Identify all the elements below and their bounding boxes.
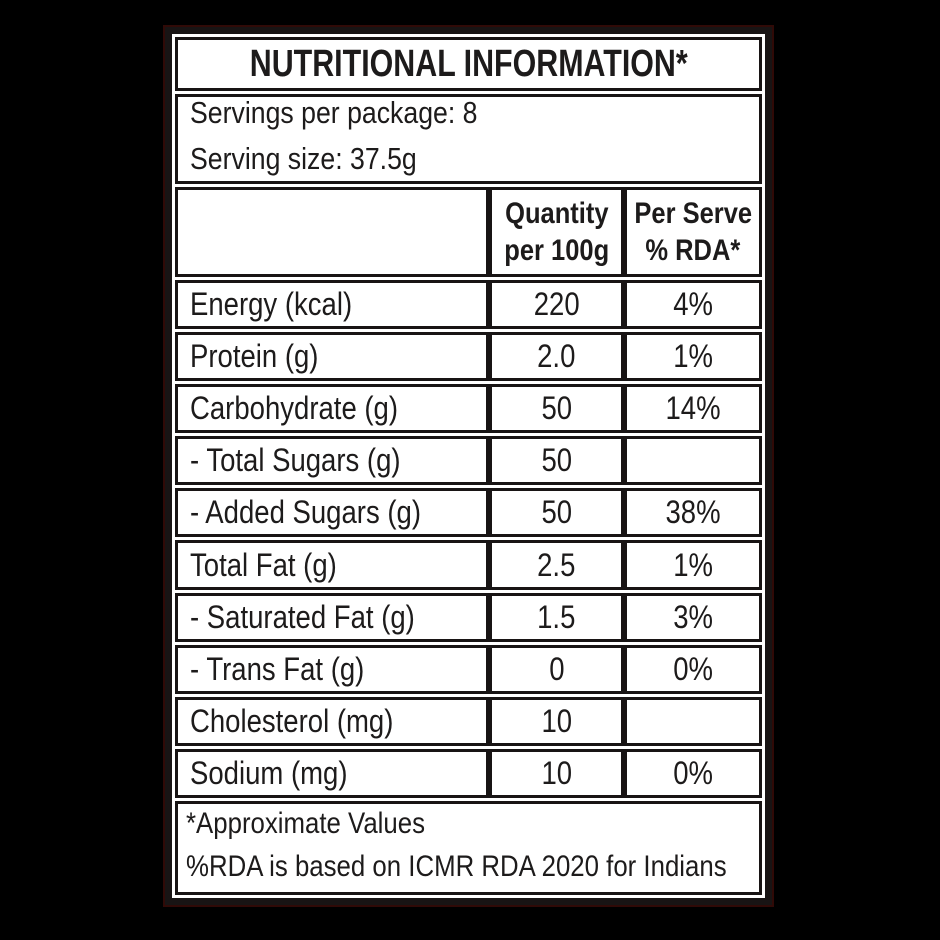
row-label-cell: Energy (kcal) xyxy=(175,280,490,330)
row-quantity-text: 10 xyxy=(541,754,572,791)
table-row-total-sugars: - Total Sugars (g) 50 xyxy=(175,436,762,486)
footnote-rda-basis-text: %RDA is based on ICMR RDA 2020 for India… xyxy=(186,849,727,883)
footnote-approximate-values-text: *Approximate Values xyxy=(186,806,426,840)
row-label-cell: - Added Sugars (g) xyxy=(175,488,490,538)
row-rda-text: 14% xyxy=(665,390,721,427)
row-rda-text: 4% xyxy=(673,286,713,323)
header-quantity-line2: per 100g xyxy=(504,234,609,267)
row-label-cell: Cholesterol (mg) xyxy=(175,696,490,746)
servings-info: Servings per package: 8 Serving size: 37… xyxy=(175,94,762,184)
header-rda-cell: Per Serve % RDA* xyxy=(624,187,762,277)
table-row-energy: Energy (kcal) 220 4% xyxy=(175,280,762,330)
row-quantity-cell: 50 xyxy=(489,488,625,538)
row-label-cell: Carbohydrate (g) xyxy=(175,384,490,434)
row-label-text: - Trans Fat (g) xyxy=(190,650,365,687)
row-quantity-text: 10 xyxy=(541,702,572,739)
row-label-text: Sodium (mg) xyxy=(190,754,348,791)
row-rda-cell: 1% xyxy=(624,540,762,590)
row-quantity-cell: 10 xyxy=(489,696,625,746)
row-rda-cell: 0% xyxy=(624,748,762,798)
table-row-trans-fat: - Trans Fat (g) 0 0% xyxy=(175,644,762,694)
row-rda-text: 38% xyxy=(665,494,721,531)
row-label-text: - Saturated Fat (g) xyxy=(190,598,415,635)
table-title-text: NUTRITIONAL INFORMATION* xyxy=(249,42,688,85)
header-quantity-cell: Quantity per 100g xyxy=(489,187,625,277)
row-rda-text: 0% xyxy=(673,650,713,687)
row-quantity-text: 0 xyxy=(548,650,565,687)
row-rda-cell: 38% xyxy=(624,488,762,538)
row-quantity-text: 2.5 xyxy=(537,546,576,583)
row-quantity-cell: 220 xyxy=(489,280,625,330)
row-rda-text: 1% xyxy=(673,546,713,583)
row-quantity-cell: 10 xyxy=(489,748,625,798)
footnote-approximate-values: *Approximate Values xyxy=(186,805,759,848)
row-rda-cell xyxy=(624,436,762,486)
header-blank-cell xyxy=(175,187,490,277)
footnote-rda-basis: %RDA is based on ICMR RDA 2020 for India… xyxy=(186,848,759,891)
row-label-cell: - Saturated Fat (g) xyxy=(175,592,490,642)
table-row-sodium: Sodium (mg) 10 0% xyxy=(175,748,762,798)
row-label-text: - Added Sugars (g) xyxy=(190,494,421,531)
servings-per-package: Servings per package: 8 xyxy=(190,93,759,139)
row-quantity-cell: 1.5 xyxy=(489,592,625,642)
row-label-text: Carbohydrate (g) xyxy=(190,390,399,427)
table-title: NUTRITIONAL INFORMATION* xyxy=(175,37,762,91)
header-rda-line1: Per Serve xyxy=(634,197,752,230)
row-label-cell: - Total Sugars (g) xyxy=(175,436,490,486)
row-label-cell: - Trans Fat (g) xyxy=(175,644,490,694)
nutrition-label: NUTRITIONAL INFORMATION* Servings per pa… xyxy=(165,27,772,905)
row-quantity-text: 220 xyxy=(533,286,580,323)
row-quantity-cell: 2.5 xyxy=(489,540,625,590)
table-row-total-fat: Total Fat (g) 2.5 1% xyxy=(175,540,762,590)
row-quantity-text: 50 xyxy=(541,494,572,531)
row-rda-text: 3% xyxy=(673,598,713,635)
row-rda-cell: 0% xyxy=(624,644,762,694)
table-row-saturated-fat: - Saturated Fat (g) 1.5 3% xyxy=(175,592,762,642)
row-label-text: Energy (kcal) xyxy=(190,286,353,323)
row-label-text: - Total Sugars (g) xyxy=(190,442,401,479)
table-row-added-sugars: - Added Sugars (g) 50 38% xyxy=(175,488,762,538)
row-rda-cell xyxy=(624,696,762,746)
row-quantity-cell: 50 xyxy=(489,384,625,434)
table-row-carbohydrate: Carbohydrate (g) 50 14% xyxy=(175,384,762,434)
row-rda-cell: 4% xyxy=(624,280,762,330)
header-rda-line2: % RDA* xyxy=(645,234,741,267)
table-row-protein: Protein (g) 2.0 1% xyxy=(175,332,762,382)
table-header-row: Quantity per 100g Per Serve % RDA* xyxy=(175,187,762,277)
row-label-cell: Protein (g) xyxy=(175,332,490,382)
row-label-cell: Total Fat (g) xyxy=(175,540,490,590)
row-label-text: Cholesterol (mg) xyxy=(190,702,394,739)
row-rda-text: 1% xyxy=(673,338,713,375)
row-label-text: Protein (g) xyxy=(190,338,319,375)
serving-size-text: Serving size: 37.5g xyxy=(190,141,417,176)
servings-per-package-text: Servings per package: 8 xyxy=(190,95,478,130)
header-quantity-line1: Quantity xyxy=(504,197,609,230)
table-row-cholesterol: Cholesterol (mg) 10 xyxy=(175,696,762,746)
serving-size: Serving size: 37.5g xyxy=(190,139,759,185)
row-quantity-cell: 0 xyxy=(489,644,625,694)
row-rda-cell: 14% xyxy=(624,384,762,434)
row-rda-cell: 3% xyxy=(624,592,762,642)
row-rda-cell: 1% xyxy=(624,332,762,382)
row-quantity-text: 50 xyxy=(541,390,572,427)
row-label-text: Total Fat (g) xyxy=(190,546,337,583)
row-quantity-text: 2.0 xyxy=(537,338,576,375)
footnotes: *Approximate Values %RDA is based on ICM… xyxy=(175,800,762,895)
row-rda-text: 0% xyxy=(673,754,713,791)
row-quantity-text: 1.5 xyxy=(537,598,576,635)
row-quantity-text: 50 xyxy=(541,442,572,479)
row-quantity-cell: 2.0 xyxy=(489,332,625,382)
row-quantity-cell: 50 xyxy=(489,436,625,486)
row-label-cell: Sodium (mg) xyxy=(175,748,490,798)
